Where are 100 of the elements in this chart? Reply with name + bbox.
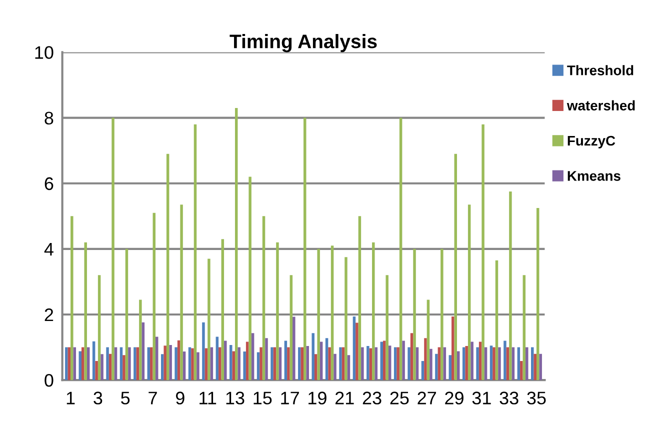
bar [246,342,249,380]
bar [448,355,452,380]
bar [73,347,76,380]
bar [174,347,178,380]
x-tick-label: 5 [121,392,130,404]
y-tick-label: 10 [35,46,54,59]
bar [421,361,424,380]
bar [334,354,336,380]
bar [424,338,427,380]
bar [188,347,192,380]
x-tick-label: 9 [176,392,184,404]
bar [320,342,323,380]
bar [265,338,268,380]
bar [342,347,345,380]
bar [476,347,479,380]
bar [396,347,400,380]
bar [100,354,104,380]
bar [166,154,170,380]
x-tick-label: 23 [362,392,382,404]
bar [287,347,290,380]
x-tick-label: 17 [281,392,299,404]
y-tick-label: 8 [44,112,54,125]
bar [112,118,114,380]
bar [410,333,414,380]
bar [218,347,222,380]
legend-label: FuzzyC [568,136,616,148]
bar [122,355,126,380]
bar [230,344,232,380]
bar [399,118,402,380]
bar [169,344,172,380]
bar [208,258,210,380]
bar [86,347,90,380]
bar [95,361,98,380]
bar [495,260,498,380]
bar [108,354,112,380]
x-tick-label: 35 [527,392,546,404]
bar [251,333,254,380]
bar [531,347,534,380]
bar [413,248,416,380]
x-tick-label: 21 [335,392,354,404]
bar [65,347,68,380]
bar [70,216,74,380]
bar [177,340,180,380]
bar [270,347,274,380]
bar [202,322,205,380]
bar [160,354,164,380]
bar [139,300,142,380]
x-tick-label: 27 [418,392,436,404]
bar [142,322,145,380]
x-tick-label: 29 [445,392,464,404]
x-tick-label: 25 [390,392,409,404]
bar [408,347,410,380]
bar [314,354,318,380]
bar [262,216,266,380]
bar [517,347,520,380]
bar [284,340,288,380]
bar [256,352,260,380]
bar [386,275,388,380]
bar [312,333,314,380]
legend-label: watershed [566,100,635,110]
bar [278,347,282,380]
bar [452,316,454,380]
bar [539,354,542,380]
bar [232,351,235,380]
bar [300,347,304,380]
bar [191,348,194,380]
bar [317,248,320,380]
bar [430,348,432,380]
x-tick-label: 13 [226,392,244,404]
bar [361,347,364,380]
y-tick-label: 6 [44,177,54,190]
y-tick-label: 0 [44,374,54,387]
bar [484,347,488,380]
bar [164,346,166,380]
bar [196,352,200,380]
bar [380,342,383,380]
bar [509,192,512,380]
bar [339,347,342,380]
bar [92,341,96,380]
bar [490,346,493,380]
bar [454,154,457,380]
bar [435,354,438,380]
bar [182,352,186,380]
bar [440,248,444,380]
bar [224,340,227,380]
bar [369,348,372,380]
bar [238,347,240,380]
bar [468,204,471,380]
bar [147,347,150,380]
bar [438,347,441,380]
legend-label: Threshold [567,65,634,76]
bar [156,336,158,380]
bar [402,340,405,380]
bar [382,340,386,380]
bar [273,347,276,380]
bar [260,347,262,380]
bar [457,351,460,380]
x-tick-label: 3 [94,392,102,404]
bar [443,347,446,380]
bar [374,347,378,380]
